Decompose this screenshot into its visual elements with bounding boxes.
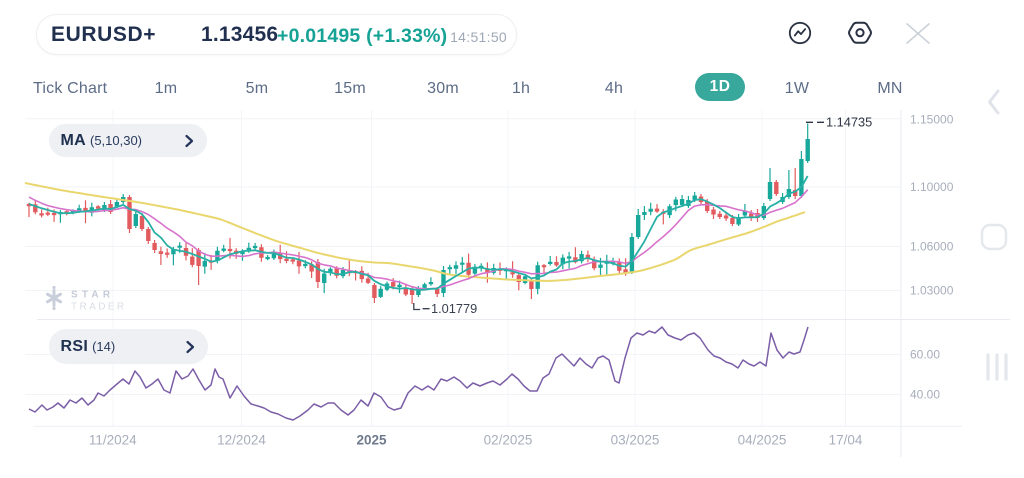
svg-text:1.10000: 1.10000 <box>910 180 954 194</box>
svg-text:03/2025: 03/2025 <box>611 433 660 448</box>
svg-text:02/2025: 02/2025 <box>484 433 533 448</box>
svg-text:04/2025: 04/2025 <box>738 433 787 448</box>
svg-text:1.15000: 1.15000 <box>910 113 954 127</box>
svg-text:40.00: 40.00 <box>910 388 940 402</box>
svg-text:17/04: 17/04 <box>829 433 863 448</box>
svg-text:1.01779: 1.01779 <box>431 301 477 316</box>
svg-text:STAR: STAR <box>71 290 114 301</box>
svg-text:2025: 2025 <box>356 433 387 448</box>
svg-text:1.06000: 1.06000 <box>910 240 954 254</box>
svg-text:60.00: 60.00 <box>910 348 940 362</box>
svg-text:11/2024: 11/2024 <box>89 433 137 448</box>
svg-text:1.03000: 1.03000 <box>910 284 954 298</box>
svg-text:TRADER: TRADER <box>71 302 127 313</box>
svg-text:12/2024: 12/2024 <box>217 433 266 448</box>
svg-text:1.14735: 1.14735 <box>826 115 872 130</box>
